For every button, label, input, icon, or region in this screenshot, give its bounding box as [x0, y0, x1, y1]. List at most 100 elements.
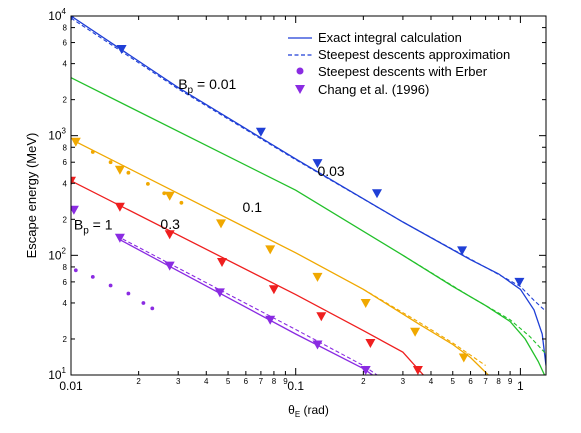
curve-label-sub-0: p: [188, 85, 194, 96]
series-0_1-chang-point-3: [216, 219, 226, 229]
x-minor-label-4: 6: [244, 377, 249, 386]
series-0_3-erber-point-3: [126, 291, 131, 296]
series-0_3-erber-point-5: [150, 306, 155, 311]
series-0_1-chang-point-8: [458, 353, 469, 363]
y-tick-label-1: 102: [48, 246, 66, 262]
curve-label-text-1: 0.03: [317, 163, 344, 179]
y-minor-label-4: 2: [63, 215, 68, 224]
curve-label-text-0: B: [178, 76, 187, 92]
series-0_03-exact-line: [71, 77, 546, 375]
y-minor-label-0: 2: [63, 335, 68, 344]
x-minor-label-2: 4: [204, 377, 209, 386]
series-0_3-chang-point-3: [214, 288, 225, 298]
series-0_1-exact-line: [75, 141, 489, 375]
series-0_01-chang-point-4: [372, 189, 382, 199]
x-axis-label: θE (rad): [288, 403, 329, 419]
y-tick-exp-2: 3: [62, 127, 67, 136]
x-minor-label-12: 6: [468, 377, 473, 386]
series-0_1-erber-point-3: [126, 170, 131, 175]
x-axis-label-unit: (rad): [300, 403, 329, 417]
series-1-chang-point-3: [217, 258, 227, 267]
x-tick-label-1: 0.1: [287, 379, 304, 393]
x-minor-label-14: 8: [496, 377, 501, 386]
series-1-chang-point-7: [412, 366, 423, 375]
x-minor-label-5: 7: [259, 377, 264, 386]
legend-label-1: Steepest descents approximation: [318, 47, 510, 62]
y-minor-label-6: 6: [63, 158, 68, 167]
series-0_3-chang-point-6: [360, 366, 371, 375]
series-1-chang-point-6: [365, 339, 376, 348]
annotation-layer: Bp = 0.01 0.03 0.1 Bp = 1 0.3: [74, 76, 345, 236]
series-0_3-chang-point-5: [312, 340, 323, 350]
x-tick-label-2: 1: [517, 379, 524, 393]
y-minor-label-8: 2: [63, 96, 68, 105]
x-minor-label-9: 3: [401, 377, 406, 386]
x-minor-label-10: 4: [429, 377, 434, 386]
curve-label-0: Bp = 0.01: [178, 76, 236, 96]
plot-frame: [70, 15, 547, 376]
x-axis-label-sub: E: [295, 410, 300, 419]
y-minor-label-5: 4: [63, 179, 68, 188]
series-1-chang-point-1: [114, 202, 125, 212]
series-0_01-chang-point-3: [312, 159, 323, 169]
series-0_3-chang-point-4: [265, 315, 276, 325]
series-0_01-chang-point-2: [255, 127, 266, 137]
series-0_1-erber-point-2: [108, 160, 113, 165]
series-1-chang-point-4: [268, 285, 279, 295]
curve-label-sub-3: p: [83, 225, 89, 236]
series-1-exact-line: [71, 180, 424, 375]
x-minor-label-3: 5: [226, 377, 231, 386]
series-0_3-erber-point-2: [108, 283, 113, 288]
curve-label-rest-0: = 0.01: [193, 76, 236, 92]
series-0_1-chang-point-5: [312, 272, 323, 282]
series-0_1-chang-point-7: [410, 327, 421, 337]
legend: Exact integral calculation Steepest desce…: [288, 30, 510, 97]
series-layer: [71, 16, 546, 375]
curve-label-text-3: B: [74, 216, 83, 232]
x-minor-label-15: 9: [508, 377, 513, 386]
series-0_01-chang-point-1: [116, 45, 127, 54]
series-0_3-exact-line: [119, 239, 373, 375]
y-tick-label-0: 101: [48, 366, 66, 382]
x-minor-label-7: 9: [283, 377, 288, 386]
x-minor-label-13: 7: [483, 377, 488, 386]
y-minor-label-10: 6: [63, 39, 68, 48]
series-0_1-erber-point-4: [146, 182, 150, 186]
x-minor-label-6: 8: [272, 377, 277, 386]
x-tick-label-0: 0.01: [59, 379, 83, 393]
series-0_01-chang-point-6: [514, 277, 525, 287]
series-0_1-chang-point-0: [71, 137, 81, 147]
series-0_01-chang-point-5: [457, 246, 468, 256]
axes-layer: 0.01 0.1 12 3 4 5 6 7 8 9 2 3 4 5 6 7 8 91011021031042468…: [24, 7, 547, 419]
curve-label-3: Bp = 1: [74, 216, 113, 236]
series-0_1-approx-line: [363, 288, 486, 366]
y-minor-label-1: 4: [63, 299, 68, 308]
curve-label-text-4: 0.3: [160, 216, 180, 232]
legend-symbol-erber: [296, 67, 304, 75]
legend-symbol-chang: [295, 85, 305, 94]
series-0_1-chang-point-4: [265, 245, 276, 255]
y-minor-label-2: 6: [63, 278, 68, 287]
series-0_3-approx-line: [116, 235, 378, 375]
y-tick-exp-1: 2: [62, 246, 67, 255]
y-tick-base-2: 10: [48, 129, 62, 143]
series-0_1-chang-point-1: [114, 165, 125, 175]
x-minor-label-0: 2: [136, 377, 141, 386]
series-0_3-erber-point-4: [141, 301, 146, 305]
y-tick-exp-3: 4: [62, 7, 67, 16]
series-0_3-erber-point-1: [90, 275, 95, 279]
curve-label-1: 0.03: [317, 163, 344, 179]
y-minor-label-11: 8: [63, 24, 68, 33]
y-tick-base-1: 10: [48, 248, 62, 262]
legend-label-2: Steepest descents with Erber: [318, 64, 488, 79]
x-axis-label-symbol: θ: [288, 403, 295, 417]
series-0_1-chang-point-2: [164, 191, 175, 201]
curve-label-text-2: 0.1: [243, 199, 263, 215]
series-1-chang-point-2: [164, 230, 175, 240]
y-tick-base-0: 10: [48, 368, 62, 382]
legend-label-0: Exact integral calculation: [318, 30, 462, 45]
series-0_03-approx-line: [402, 254, 546, 355]
x-minor-label-11: 5: [451, 377, 456, 386]
